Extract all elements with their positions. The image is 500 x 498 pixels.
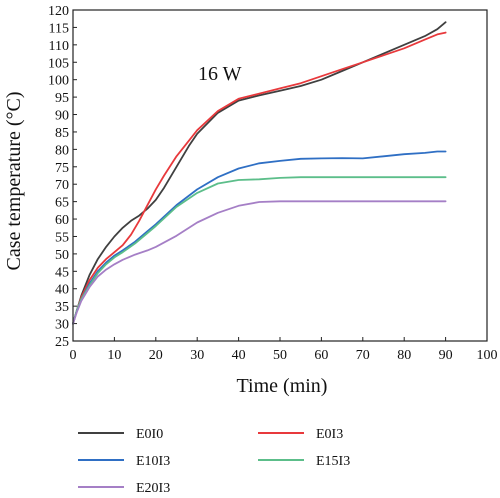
y-tick-label: 55 xyxy=(55,230,69,245)
legend-item-e0i0: E0I0 xyxy=(78,427,163,442)
y-tick-label: 65 xyxy=(55,196,69,211)
y-tick-label: 100 xyxy=(48,74,69,89)
legend-item-e0i3: E0I3 xyxy=(258,427,343,442)
y-tick-label: 105 xyxy=(48,56,69,71)
y-tick-label: 120 xyxy=(48,4,69,19)
x-tick-label: 30 xyxy=(190,348,204,363)
x-tick-label: 80 xyxy=(397,348,411,363)
legend-label: E0I3 xyxy=(316,427,343,442)
y-tick-label: 110 xyxy=(49,39,69,54)
legend-label: E20I3 xyxy=(136,481,170,496)
y-tick-label: 50 xyxy=(55,248,69,263)
x-axis-ticks: 0 10 20 30 40 50 60 70 80 90 100 xyxy=(70,337,498,363)
y-tick-label: 25 xyxy=(55,335,69,350)
x-tick-label: 20 xyxy=(149,348,163,363)
legend-label: E0I0 xyxy=(136,427,163,442)
y-tick-label: 30 xyxy=(55,318,69,333)
y-tick-label: 80 xyxy=(55,143,69,158)
series-line-e0i3 xyxy=(72,31,447,325)
legend-item-e10i3: E10I3 xyxy=(78,454,170,469)
y-tick-label: 75 xyxy=(55,161,69,176)
x-tick-label: 90 xyxy=(439,348,453,363)
x-tick-label: 40 xyxy=(232,348,246,363)
power-annotation: 16 W xyxy=(198,63,242,85)
series-lines xyxy=(72,21,447,325)
y-axis-ticks: 25 30 35 40 45 50 55 60 65 70 75 80 85 90 95 100 105 110 1… xyxy=(48,4,77,350)
y-tick-label: 95 xyxy=(55,91,69,106)
x-tick-label: 100 xyxy=(477,348,498,363)
y-tick-label: 40 xyxy=(55,283,69,298)
y-tick-label: 35 xyxy=(55,300,69,315)
y-tick-label: 60 xyxy=(55,213,69,228)
plot-frame xyxy=(72,9,488,342)
x-axis-title: Time (min) xyxy=(237,375,328,397)
y-tick-label: 70 xyxy=(55,178,69,193)
series-line-e10i3 xyxy=(72,150,447,325)
y-tick-label: 90 xyxy=(55,109,69,124)
x-tick-label: 10 xyxy=(107,348,121,363)
x-tick-label: 50 xyxy=(273,348,287,363)
y-tick-label: 115 xyxy=(49,21,69,36)
y-tick-label: 45 xyxy=(55,265,69,280)
legend: E0I0 E0I3 E10I3 E15I3 E20I3 xyxy=(78,427,350,496)
legend-label: E10I3 xyxy=(136,454,170,469)
series-line-e0i0 xyxy=(72,21,447,325)
x-tick-label: 60 xyxy=(314,348,328,363)
x-tick-label: 70 xyxy=(356,348,370,363)
legend-item-e20i3: E20I3 xyxy=(78,481,170,496)
y-axis-title: Case temperature (°C) xyxy=(3,91,25,270)
series-line-e20i3 xyxy=(72,200,447,325)
legend-label: E15I3 xyxy=(316,454,350,469)
y-tick-label: 85 xyxy=(55,126,69,141)
series-line-e15i3 xyxy=(72,176,447,325)
x-tick-label: 0 xyxy=(70,348,77,363)
legend-item-e15i3: E15I3 xyxy=(258,454,350,469)
